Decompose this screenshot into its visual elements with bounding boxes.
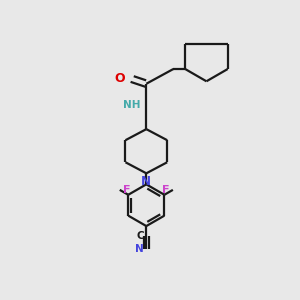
Text: C: C [136, 231, 144, 241]
Text: O: O [115, 72, 125, 85]
Text: NH: NH [123, 100, 140, 110]
Text: N: N [135, 244, 144, 254]
Text: F: F [162, 185, 169, 195]
Text: F: F [123, 185, 131, 195]
Text: N: N [141, 175, 151, 188]
